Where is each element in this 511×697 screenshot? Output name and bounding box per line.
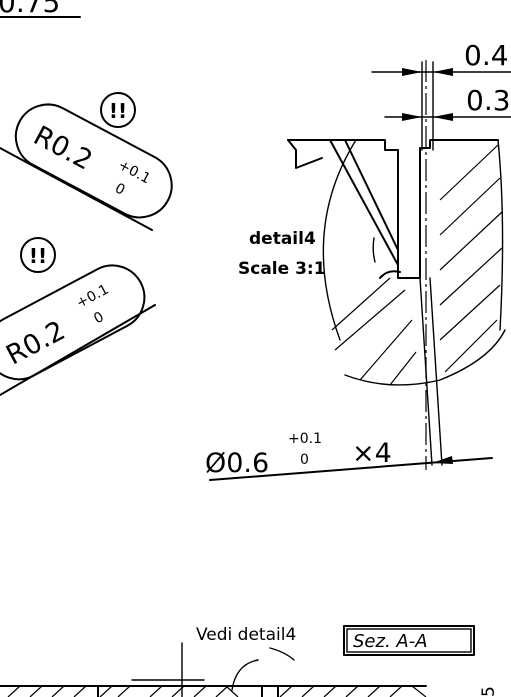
edge-partial-label: 5 [479,686,499,697]
dimension-lower-value: 0.3 [466,84,511,117]
section-hatching [331,144,503,386]
critical-symbol-text: !! [29,244,47,268]
chamfer-line [329,139,399,266]
left-lip [287,139,323,169]
section-label: Sez. A-A [343,625,475,656]
radius-callout-1: !! R0.2 +0.1 0 [0,92,173,231]
detail-profile [287,139,499,279]
diameter-arrow [432,456,453,464]
section-label-frame [343,625,475,656]
section-label-text: Sez. A-A [353,631,428,652]
detail-label: detail4 Scale 3:1 [238,229,326,279]
detail-view [287,60,506,470]
break-line-right [497,139,504,331]
hole-diameter-dimension: Ø0.6 +0.1 0 ×4 [205,431,493,481]
bottom-section-strip: 5 [0,679,499,697]
critical-symbol-circle [100,92,136,128]
callout-leader [0,304,156,396]
arrow-lower-left [402,113,422,121]
break-line-left [322,139,357,341]
reference-arc-2 [269,647,295,661]
arrow-upper-left [402,68,422,76]
detail-name: detail4 [249,229,316,249]
dimension-upper-value: 0.4 [464,39,509,72]
reference-note-text: Vedi detail4 [196,625,296,645]
tolerance-lower: 0 [112,180,127,198]
strip-hatching [7,685,427,697]
top-partial-dimension-text: 0.75 [0,0,60,19]
critical-symbol-circle [20,237,56,273]
hole-edge-right [429,277,443,466]
diameter-tolerance-upper: +0.1 [288,431,322,447]
arrow-upper-right [433,68,453,76]
radius-value: R0.2 [1,315,70,371]
tolerance-upper: +0.1 [74,282,112,312]
break-arc-left [372,237,376,263]
section-label-inner-frame [346,628,472,653]
tolerance-lower: 0 [91,309,106,327]
right-dimension-group: 0.4 0.3 [371,39,511,151]
callout-leader [0,147,153,231]
diameter-value: Ø0.6 [205,448,269,479]
fillet [379,270,401,279]
hole-edge-left [419,277,433,466]
callout-frame [0,264,146,381]
top-partial-dimension: 0.75 [0,0,81,19]
radius-callout-2: !! R0.2 +0.1 0 [0,237,156,396]
arrow-lower-right [433,113,453,121]
diameter-multiplier: ×4 [352,438,392,469]
chamfer-line-2 [344,139,399,251]
callout-frame [14,103,173,219]
detail-scale: Scale 3:1 [238,259,326,279]
break-line-bottom [344,329,506,386]
critical-symbol-text: !! [109,99,127,123]
diameter-tolerance-lower: 0 [300,452,309,468]
